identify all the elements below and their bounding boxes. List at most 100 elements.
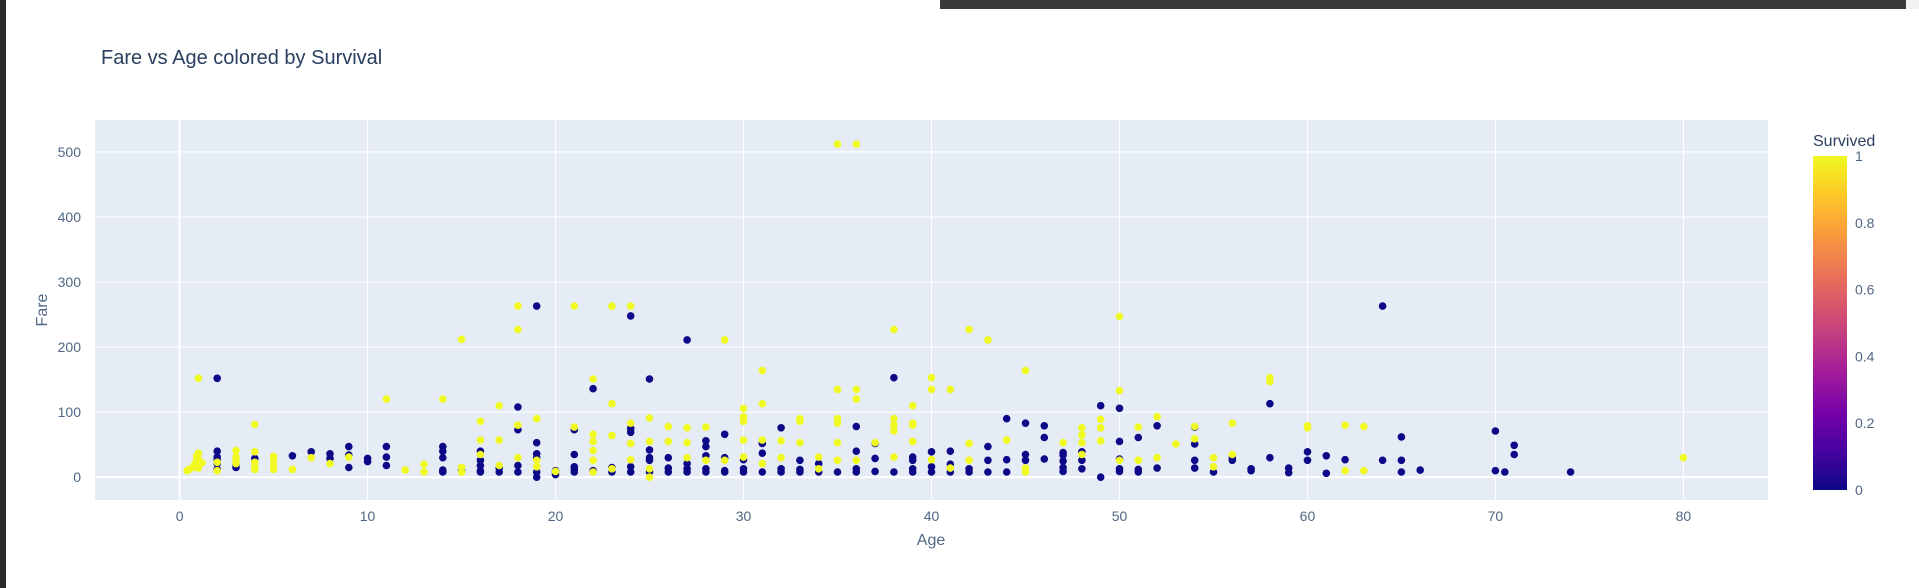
point-not-survived: [1040, 455, 1049, 463]
point-not-survived: [1040, 422, 1049, 430]
y-tick-label: 200: [58, 339, 82, 355]
window-left-edge: [0, 0, 6, 588]
point-not-survived: [796, 468, 804, 476]
x-axis-ticks: 0 10 20 30 40 50 60 70 80: [176, 508, 1692, 524]
point-not-survived: [1115, 437, 1124, 446]
point-survived: [213, 458, 221, 467]
point-survived: [890, 427, 898, 435]
point-not-survived: [532, 473, 541, 482]
colorbar-tick-label: 0.8: [1855, 215, 1875, 231]
point-survived: [269, 455, 278, 464]
point-not-survived: [965, 468, 973, 476]
point-not-survived: [1040, 433, 1049, 442]
y-tick-label: 400: [58, 209, 82, 225]
point-survived: [514, 453, 522, 462]
point-survived: [645, 437, 654, 446]
point-not-survived: [927, 463, 936, 471]
point-not-survived: [645, 446, 654, 454]
point-not-survived: [777, 468, 785, 476]
point-not-survived: [1190, 440, 1199, 448]
point-not-survived: [890, 373, 898, 382]
point-survived: [908, 437, 917, 446]
point-survived: [213, 466, 221, 475]
point-survived: [1209, 463, 1218, 471]
point-survived: [946, 385, 955, 394]
point-not-survived: [345, 463, 353, 472]
window-top-bar: [940, 0, 1906, 9]
point-not-survived: [626, 428, 635, 437]
point-survived: [251, 465, 259, 474]
point-not-survived: [1491, 466, 1500, 475]
point-survived: [758, 366, 767, 375]
point-not-survived: [626, 463, 635, 471]
point-not-survived: [908, 456, 917, 465]
x-tick-label: 0: [176, 508, 184, 524]
point-survived: [1228, 450, 1237, 459]
point-survived: [1153, 453, 1161, 462]
point-not-survived: [1115, 404, 1124, 413]
point-survived: [814, 465, 823, 473]
point-survived: [1228, 419, 1237, 428]
point-survived: [1679, 453, 1688, 462]
point-survived: [608, 465, 616, 473]
point-survived: [232, 459, 240, 468]
y-axis-label: Fare: [34, 293, 51, 326]
point-survived: [1341, 421, 1349, 430]
point-not-survived: [307, 448, 316, 456]
y-tick-label: 0: [73, 469, 81, 485]
point-not-survived: [1491, 427, 1500, 435]
colorbar-tick-label: 0.6: [1855, 282, 1875, 298]
colorbar: [1813, 156, 1847, 490]
point-not-survived: [570, 450, 579, 459]
point-not-survived: [626, 312, 635, 320]
point-not-survived: [984, 442, 992, 451]
point-not-survived: [720, 468, 729, 476]
point-not-survived: [213, 374, 221, 383]
point-not-survived: [476, 468, 485, 476]
y-axis-ticks: 0 100 200 300 400 500: [58, 144, 82, 485]
point-survived: [420, 460, 428, 469]
point-survived: [457, 468, 466, 476]
point-survived: [194, 449, 203, 458]
point-not-survived: [645, 375, 654, 383]
point-survived: [758, 399, 767, 408]
point-not-survived: [345, 442, 353, 451]
point-not-survived: [1002, 455, 1011, 464]
gridlines: [95, 120, 1768, 500]
point-not-survived: [363, 457, 372, 466]
point-survived: [758, 459, 767, 468]
point-not-survived: [1002, 468, 1011, 476]
point-not-survived: [1078, 456, 1086, 465]
point-survived: [890, 421, 898, 430]
point-survived: [269, 465, 278, 474]
point-not-survived: [1059, 451, 1067, 459]
point-survived: [532, 414, 541, 423]
point-survived: [965, 325, 973, 334]
point-not-survived: [1096, 401, 1105, 410]
point-survived: [890, 453, 898, 461]
point-survived: [439, 395, 447, 403]
point-survived: [833, 385, 842, 394]
point-survived: [927, 373, 936, 382]
point-survived: [890, 414, 898, 423]
point-survived: [532, 456, 541, 465]
point-not-survived: [476, 461, 485, 470]
point-not-survived: [288, 452, 297, 460]
point-not-survived: [213, 447, 221, 456]
point-survived: [626, 439, 635, 448]
point-survived: [1266, 377, 1274, 386]
point-survived: [251, 420, 259, 429]
point-survived: [1078, 424, 1086, 432]
point-survived: [833, 456, 842, 465]
point-not-survived: [589, 384, 597, 393]
point-not-survived: [946, 447, 955, 456]
point-not-survived: [814, 459, 823, 468]
point-not-survived: [1322, 469, 1331, 478]
point-not-survived: [514, 468, 522, 476]
point-not-survived: [1059, 467, 1067, 476]
point-not-survived: [1209, 468, 1218, 476]
point-not-survived: [1153, 464, 1161, 472]
point-survived: [326, 459, 334, 468]
point-survived: [965, 456, 973, 465]
point-survived: [345, 453, 353, 461]
